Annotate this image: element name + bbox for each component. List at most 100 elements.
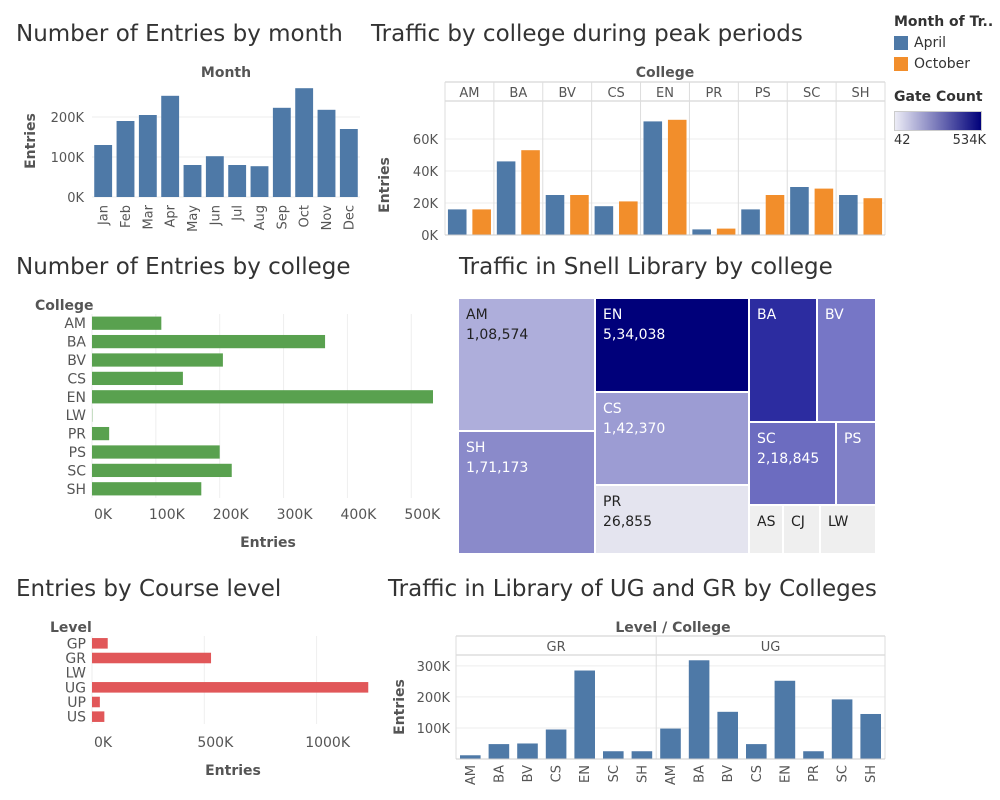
x-tick-label: Jan — [97, 205, 112, 226]
x-tick-label: SH — [864, 765, 879, 783]
y-tick-label: LW — [66, 408, 87, 424]
bar-aug — [250, 166, 269, 197]
treemap-cell-sc[interactable]: SC 2,18,845 — [749, 422, 836, 505]
x-axis-title: Level / College — [615, 620, 730, 636]
bar-ug-sc — [831, 699, 853, 759]
bar-jul — [228, 165, 247, 197]
bar-cs-april — [594, 206, 614, 235]
x-tick-label: SC — [607, 765, 622, 782]
x-tick-label: 500K — [404, 507, 441, 523]
panel-header-bv: BV — [559, 86, 577, 101]
bar-am-april — [447, 209, 467, 235]
bar-ug — [92, 682, 369, 693]
bar-ug-sh — [860, 713, 881, 759]
gate-count-min: 42 — [894, 133, 911, 148]
gate-count-gradient — [894, 111, 982, 131]
x-tick-label: BA — [492, 765, 507, 783]
x-tick-label: PR — [807, 765, 822, 782]
x-tick-label: Aug — [253, 205, 268, 230]
entries-by-month-chart: Month Entries 0K 100K 200K Jan Feb Mar Apr May Jun… — [23, 65, 360, 232]
bar-ba — [92, 334, 326, 349]
treemap-cell-cs[interactable]: CS 1,42,370 — [595, 392, 749, 485]
bar-gr-en — [574, 670, 595, 759]
bar-dec — [339, 129, 358, 197]
x-tick-label: 300K — [277, 507, 314, 523]
bar-sh-april — [839, 195, 858, 235]
peak-traffic-chart: College Entries 0K 20K 40K 60K AM BA BV CS EN PR PS S… — [377, 65, 886, 244]
y-tick-label: UG — [65, 680, 86, 696]
y-axis-title: College — [35, 298, 94, 314]
panel-header-cs: CS — [607, 86, 624, 101]
treemap-cell-cj[interactable]: CJ — [783, 505, 820, 554]
x-axis-title: College — [636, 65, 695, 81]
panel-header-sh: SH — [852, 86, 870, 101]
bar-sh-october — [863, 198, 883, 235]
treemap-cell-bv[interactable]: BV — [817, 298, 876, 422]
y-tick-label: GP — [67, 636, 86, 652]
bar-en — [92, 390, 434, 404]
bar-am — [92, 316, 162, 330]
bar-am-october — [472, 209, 491, 235]
bar-sh — [92, 482, 202, 496]
y-axis-title: Entries — [392, 679, 408, 735]
legend-item-october[interactable]: October — [894, 56, 993, 72]
y-tick-label: EN — [67, 390, 86, 406]
y-tick-label: US — [67, 710, 86, 726]
course-level-title: Entries by Course level — [16, 576, 282, 602]
y-tick-label: UP — [67, 695, 86, 711]
bar-bv — [92, 353, 223, 367]
bar-cs-october — [619, 201, 638, 235]
y-axis-title: Entries — [23, 113, 39, 169]
snell-library-treemap: AM 1,08,574 EN 5,34,038 BA BV CS 1,42,370 SH 1,71… — [458, 298, 876, 554]
month-legend-title: Month of Tr.. — [894, 14, 994, 30]
y-tick-label: 20K — [413, 197, 439, 212]
bar-nov — [317, 109, 336, 197]
panel-header-sc: SC — [803, 86, 820, 101]
x-tick-label: BV — [521, 765, 536, 783]
legend-item-april[interactable]: April — [894, 35, 993, 51]
treemap-cell-pr[interactable]: PR 26,855 — [595, 485, 749, 554]
bar-mar — [138, 115, 157, 197]
month-legend: Month of Tr.. April October — [894, 14, 993, 72]
bar-gr-cs — [545, 729, 567, 759]
legend-label-april: April — [914, 35, 946, 51]
x-tick-label: CS — [750, 765, 765, 782]
y-tick-label: 100K — [417, 722, 451, 737]
bar-en-april — [643, 121, 663, 235]
x-tick-label: 1000K — [305, 735, 351, 751]
panel-header-ug: UG — [761, 640, 781, 655]
bar-gr-am — [460, 755, 481, 759]
gate-count-legend: Gate Count 42 534K — [894, 89, 986, 148]
gate-count-legend-title: Gate Count — [894, 89, 983, 105]
bar-may — [183, 165, 202, 197]
treemap-cell-en[interactable]: EN 5,34,038 — [595, 298, 749, 392]
treemap-cell-as[interactable]: AS — [749, 505, 783, 554]
bar-oct — [295, 88, 314, 197]
treemap-cell-ps[interactable]: PS — [836, 422, 876, 505]
x-tick-label: Mar — [141, 204, 156, 229]
x-tick-label: 100K — [149, 507, 186, 523]
bar-gr-ba — [488, 744, 510, 759]
x-tick-label: Nov — [320, 205, 335, 231]
legend-swatch-april — [894, 36, 908, 50]
x-tick-label: SH — [635, 765, 650, 783]
treemap-value: 1,71,173 — [466, 460, 529, 476]
treemap-label: CS — [603, 401, 622, 417]
bar-ug-bv — [717, 711, 738, 759]
treemap-cell-lw[interactable]: LW — [820, 505, 876, 554]
x-tick-label: AM — [464, 765, 479, 785]
y-tick-label: 0K — [67, 191, 84, 206]
x-tick-label: 500K — [197, 735, 234, 751]
treemap-cell-ba[interactable]: BA — [749, 298, 817, 422]
bar-jun — [205, 156, 224, 197]
bar-bv-october — [570, 195, 589, 235]
legend-swatch-october — [894, 57, 908, 71]
bar-ba-october — [521, 150, 540, 235]
treemap-label: CJ — [791, 514, 805, 530]
treemap-cell-am[interactable]: AM 1,08,574 — [458, 298, 595, 431]
bar-us — [92, 711, 105, 722]
treemap-label: EN — [603, 307, 623, 323]
y-tick-label: PS — [69, 445, 86, 461]
treemap-cell-sh[interactable]: SH 1,71,173 — [458, 431, 595, 554]
